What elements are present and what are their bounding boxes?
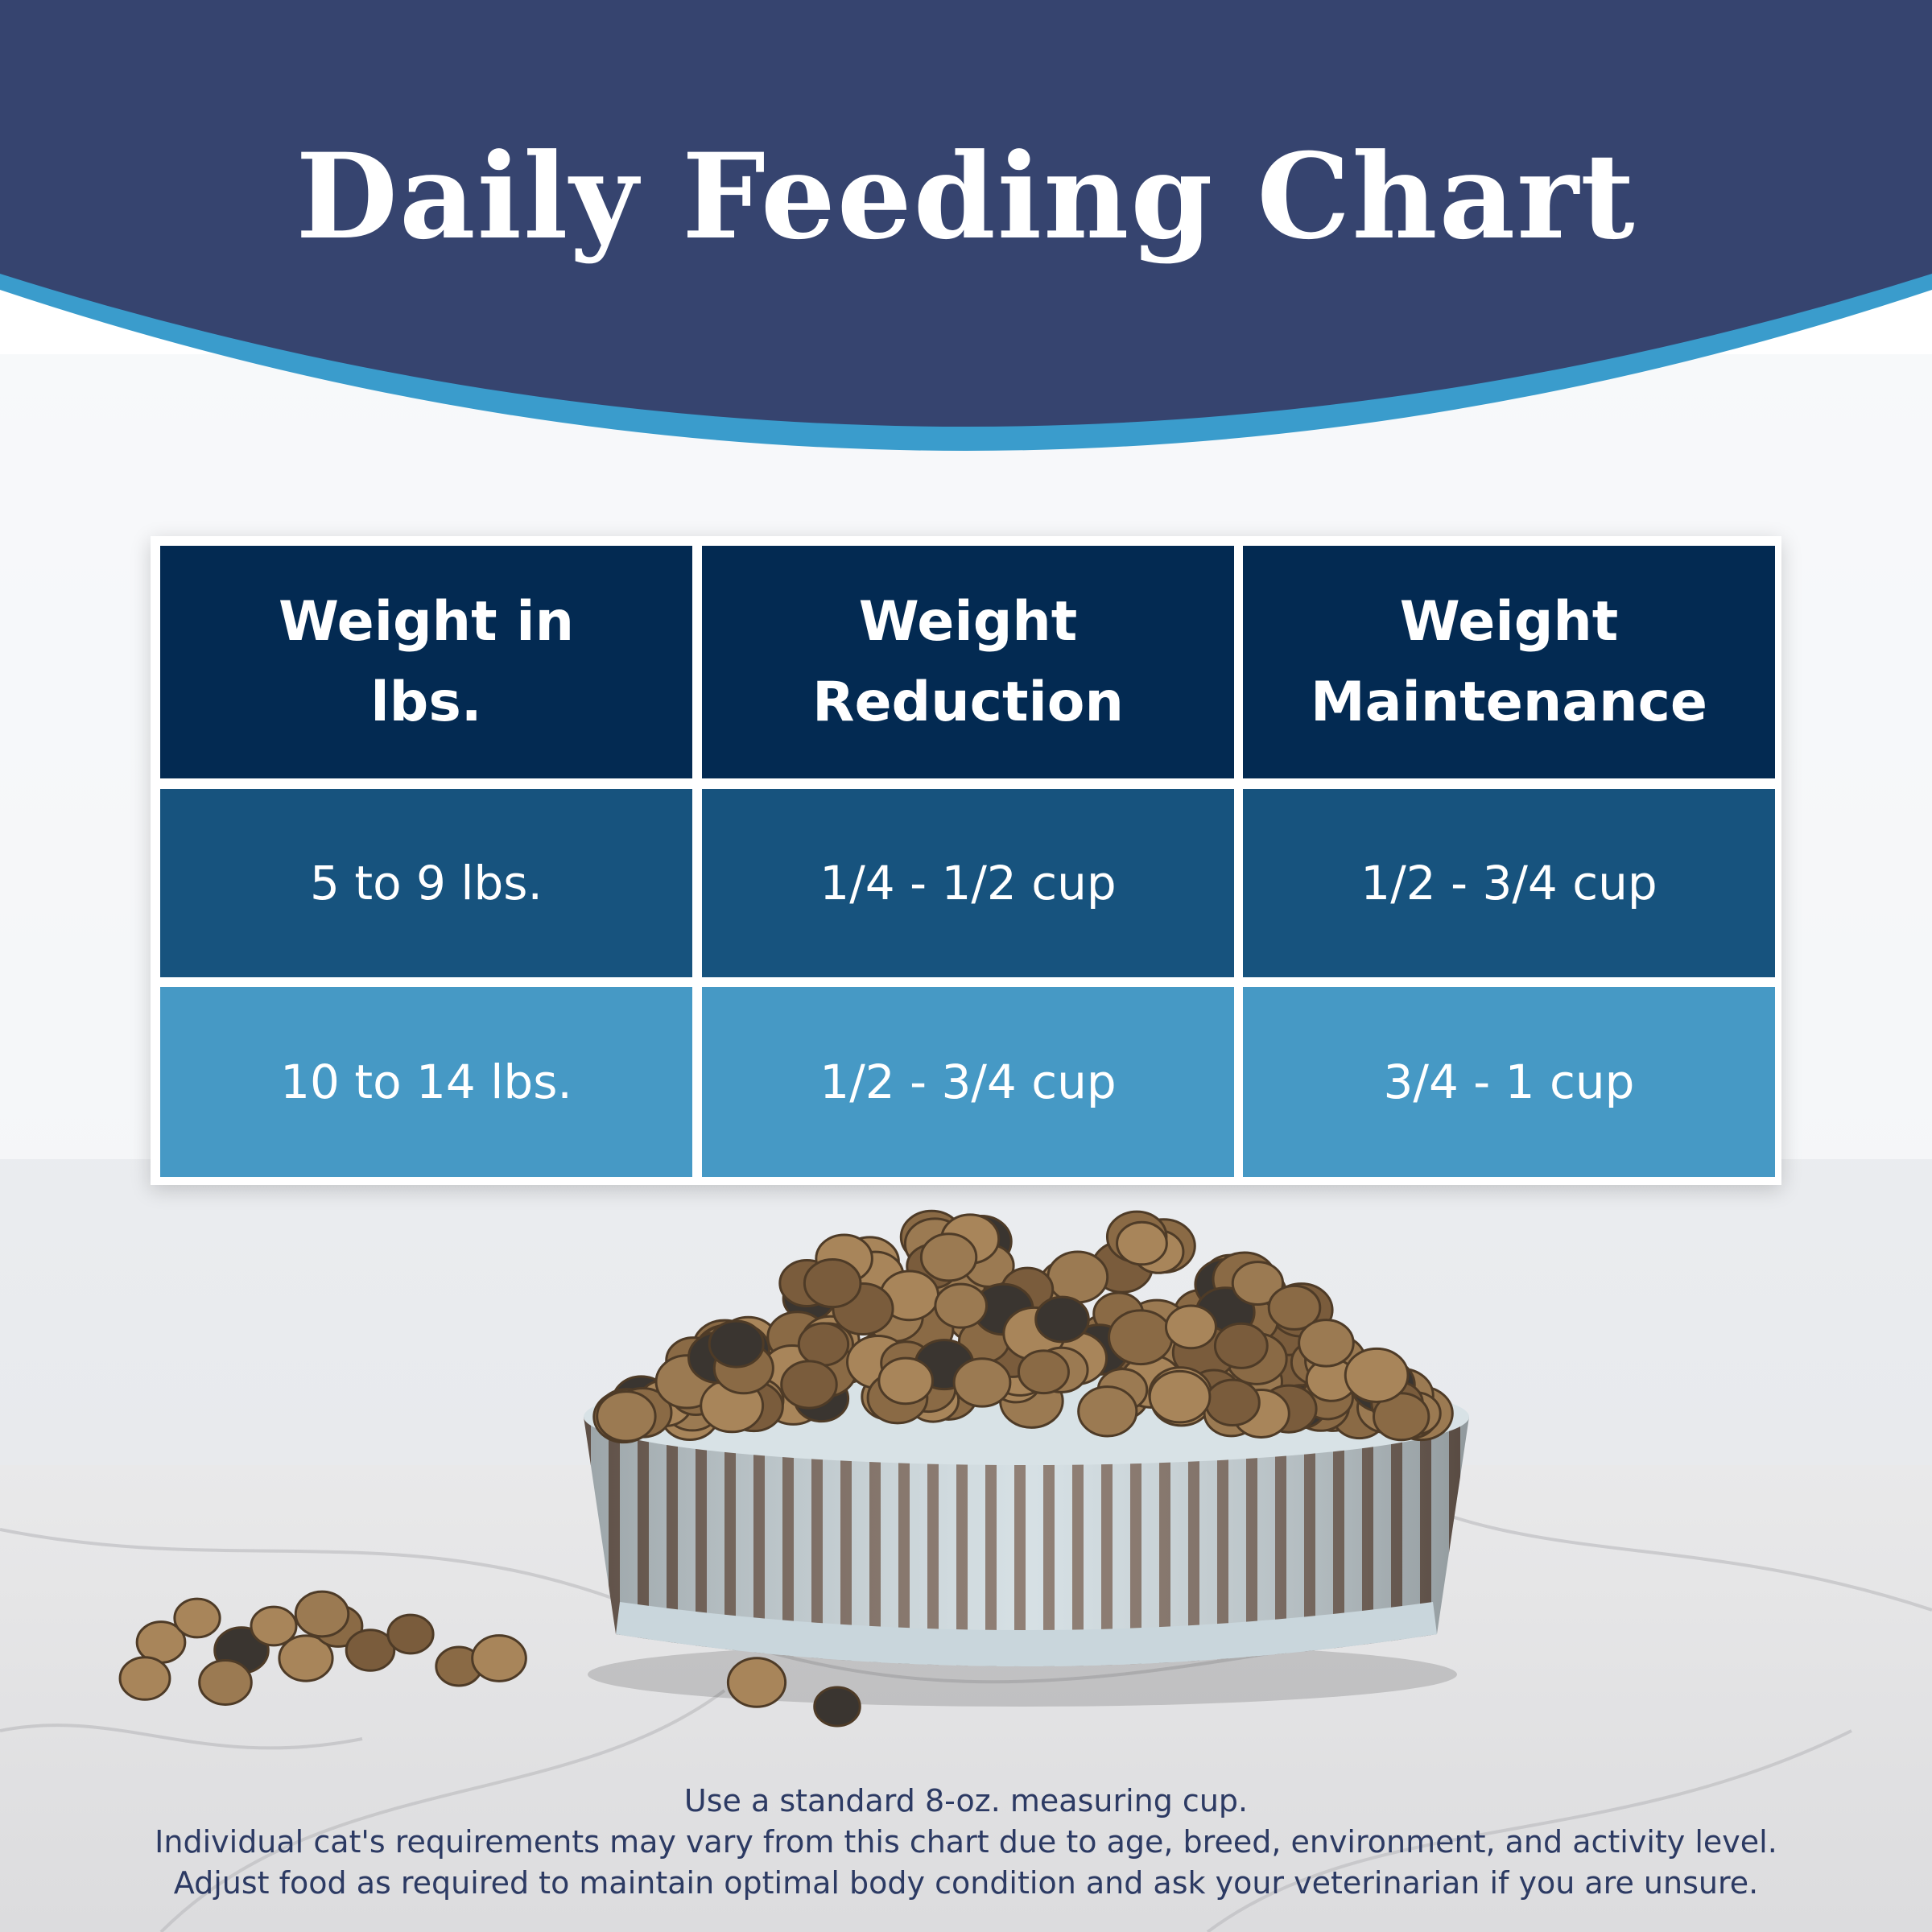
kibble bbox=[1231, 1261, 1285, 1307]
kibble bbox=[345, 1629, 396, 1672]
kibble bbox=[952, 1357, 1012, 1408]
header-line: Reduction bbox=[812, 670, 1124, 734]
header-cell: Weight in lbs. bbox=[160, 546, 692, 778]
bowl-shadow bbox=[588, 1642, 1457, 1707]
kibble bbox=[726, 1657, 787, 1708]
table-cell: 5 to 9 lbs. bbox=[160, 789, 692, 977]
kibble bbox=[1213, 1322, 1269, 1369]
kibble bbox=[294, 1590, 350, 1638]
kibble bbox=[198, 1659, 253, 1706]
kibble bbox=[1046, 1250, 1109, 1304]
kibble bbox=[1344, 1347, 1410, 1403]
kibble bbox=[708, 1319, 765, 1368]
kibble bbox=[118, 1656, 171, 1701]
table-cell: 3/4 - 1 cup bbox=[1243, 987, 1775, 1177]
kibble bbox=[934, 1282, 989, 1329]
header-line: Weight bbox=[858, 589, 1078, 654]
kibble bbox=[386, 1613, 435, 1655]
kibble bbox=[471, 1634, 527, 1682]
footer-note: Use a standard 8-oz. measuring cup. bbox=[683, 1783, 1249, 1818]
kibble bbox=[797, 1322, 850, 1367]
footer-notes: Use a standard 8-oz. measuring cup. Indiv… bbox=[0, 1781, 1932, 1904]
kibble bbox=[1034, 1295, 1090, 1344]
header-cell: Weight Maintenance bbox=[1243, 546, 1775, 778]
table-cell: 1/4 - 1/2 cup bbox=[702, 789, 1234, 977]
kibble bbox=[1077, 1385, 1138, 1438]
kibble bbox=[1017, 1349, 1070, 1395]
bowl-shading bbox=[584, 1417, 1469, 1666]
header-cell: Weight Reduction bbox=[702, 546, 1234, 778]
table-cell: 1/2 - 3/4 cup bbox=[1243, 789, 1775, 977]
table-cell: 10 to 14 lbs. bbox=[160, 987, 692, 1177]
kibble bbox=[1267, 1284, 1322, 1331]
kibble bbox=[877, 1356, 934, 1406]
kibble bbox=[250, 1605, 298, 1647]
bowl-base bbox=[616, 1602, 1437, 1666]
feeding-table: Weight in lbs. Weight Reduction Weight Mainte… bbox=[151, 536, 1781, 1185]
header-line: Weight bbox=[1399, 589, 1619, 654]
kibble bbox=[1148, 1369, 1212, 1424]
kibble bbox=[1116, 1220, 1168, 1266]
kibble bbox=[1204, 1378, 1261, 1427]
kibble bbox=[278, 1634, 334, 1682]
kibble bbox=[780, 1360, 838, 1410]
header-line: Weight in bbox=[279, 589, 574, 654]
footer-note: Individual cat's requirements may vary f… bbox=[155, 1824, 1777, 1860]
kibble bbox=[173, 1597, 221, 1639]
header-line: lbs. bbox=[370, 670, 482, 734]
footer-note: Adjust food as required to maintain opti… bbox=[173, 1865, 1759, 1901]
title: Daily Feeding Chart bbox=[295, 128, 1637, 266]
kibble bbox=[596, 1390, 657, 1443]
kibble bbox=[1298, 1319, 1355, 1368]
kibble bbox=[1164, 1304, 1217, 1350]
table-cell: 1/2 - 3/4 cup bbox=[702, 987, 1234, 1177]
kibble bbox=[919, 1232, 978, 1282]
kibble-pile bbox=[118, 1209, 1454, 1728]
kibble bbox=[813, 1686, 861, 1728]
kibble bbox=[1108, 1309, 1174, 1366]
header-wave bbox=[0, 0, 1932, 427]
kibble bbox=[803, 1258, 862, 1309]
header-line: Maintenance bbox=[1310, 670, 1708, 734]
